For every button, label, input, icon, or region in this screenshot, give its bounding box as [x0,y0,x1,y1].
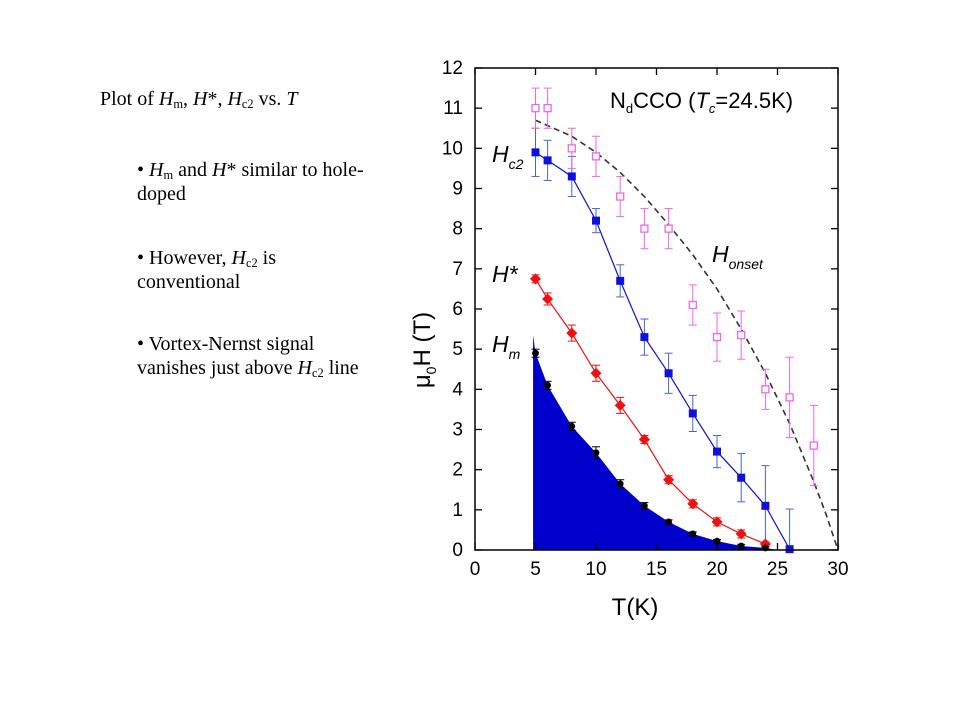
series-label-hc2: Hc2 [492,141,524,172]
honset-point-10 [761,385,770,394]
bullet-hc2-conventional: • However, Hc2 is conventional [137,247,277,293]
h-point-3 [590,367,602,379]
hc2-point-11 [785,545,794,554]
y-tick-label-9: 9 [452,179,463,200]
honset-point-7 [688,300,697,310]
h-point-2 [566,327,578,339]
hc2-line [535,151,791,550]
hm-point-7 [689,530,697,538]
h-point-1 [542,293,554,305]
h-point-5 [638,434,650,446]
h-point-4 [614,399,626,411]
y-tick-label-3: 3 [452,420,463,441]
hm-point-6 [665,518,672,526]
x-tick-label-25: 25 [767,559,788,580]
bullet-nernst-vanishes: • Vortex-Nernst signal vanishes just abo… [137,333,359,381]
y-tick-label-4: 4 [452,379,463,400]
hc2-point-4 [616,276,625,285]
slide-title: Plot of Hm, H*, Hc2 vs. T [100,88,298,112]
honset-point-3 [591,152,601,161]
series-label-honset: Honset [712,241,764,272]
y-axis-label: μ0H (T) [409,312,439,388]
hc2-point-3 [592,216,600,225]
x-tick-label-30: 30 [827,559,848,580]
honset-point-2 [567,144,576,153]
y-tick-label-2: 2 [452,460,463,481]
y-tick-label-6: 6 [452,299,463,320]
bullet-hm-hstar-similar: • Hm and H* similar to hole-doped [137,159,364,205]
hc2-point-6 [664,369,673,378]
y-tick-label-0: 0 [452,540,463,561]
honset-point-1 [543,104,552,113]
chart-title: NdCCO (Tc=24.5K) [610,88,793,116]
honset-point-6 [664,224,673,233]
honset-point-9 [737,330,746,340]
honset-point-8 [712,332,722,342]
h-point-6 [663,474,675,486]
series-label-hstar: H* [492,261,519,287]
x-tick-label-5: 5 [530,559,541,580]
hc2-point-8 [713,447,721,456]
hm-point-4 [616,480,624,488]
h-point-0 [530,273,541,285]
honset-point-0 [531,104,540,113]
x-tick-label-10: 10 [585,559,606,580]
y-tick-label-11: 11 [443,98,463,119]
hc2-point-0 [531,148,540,157]
hc2-point-2 [567,172,576,181]
hm-point-5 [641,502,648,510]
h-point-9 [735,528,747,540]
hc2-point-10 [761,501,770,510]
hm-point-1 [544,381,551,389]
hm-point-0 [532,349,539,357]
hm-fill-layer [533,335,778,550]
y-tick-label-5: 5 [452,339,463,360]
hm-point-9 [737,542,745,550]
y-tick-label-10: 10 [442,138,463,159]
hm-filled-area [533,335,778,550]
hm-point-3 [592,449,600,457]
honset-point-5 [640,224,649,233]
plot-frame [474,67,839,551]
y-tick-label-1: 1 [452,500,463,521]
hm-point-2 [568,422,576,430]
honset-point-12 [809,441,818,450]
y-tick-label-8: 8 [452,219,463,240]
series-label-hm: Hm [492,331,521,362]
h-point-8 [711,516,723,528]
markers-layer [530,104,818,554]
y-tick-label-7: 7 [452,259,463,280]
x-tick-label-20: 20 [706,559,727,580]
honset-point-11 [785,393,794,402]
hm-point-8 [713,537,721,545]
hc2-point-9 [737,473,746,482]
honset-point-4 [616,192,625,201]
hc2-point-7 [688,409,697,418]
h-point-7 [687,498,699,510]
x-tick-label-0: 0 [470,559,481,580]
hc2-point-5 [640,333,649,342]
y-tick-label-12: 12 [442,58,463,79]
hc2-point-1 [543,156,552,165]
x-axis-label: T(K) [612,594,659,621]
x-tick-label-15: 15 [646,559,667,580]
